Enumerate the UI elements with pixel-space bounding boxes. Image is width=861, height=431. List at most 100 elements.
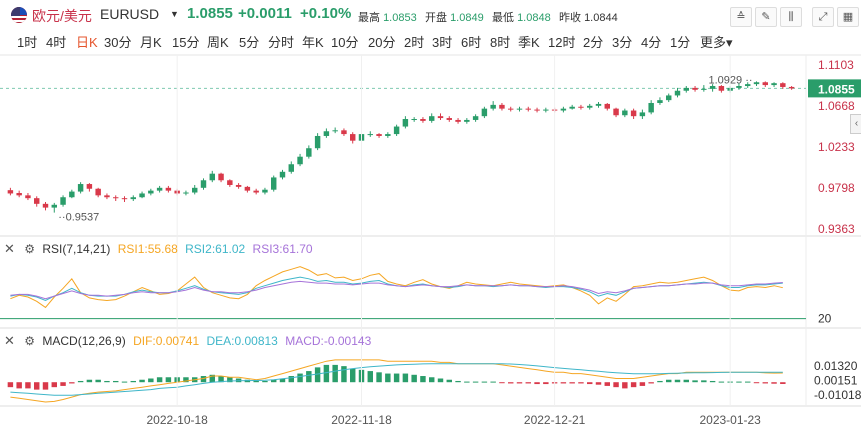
period-tab-4[interactable]: 月K <box>140 35 162 50</box>
period-tab-5[interactable]: 15分 <box>172 35 200 50</box>
candle-body <box>745 84 751 87</box>
symbol-code[interactable]: EURUSD <box>100 6 160 22</box>
rsi-title: RSI(7,14,21) <box>42 242 111 256</box>
candle-body <box>341 130 347 135</box>
candle-body <box>657 100 663 103</box>
candle-body <box>648 102 654 113</box>
period-tab-14[interactable]: 6时 <box>461 35 482 50</box>
period-tab-0[interactable]: 1时 <box>17 35 38 50</box>
expand-icon[interactable]: ⤢ <box>812 7 834 27</box>
candle-body <box>376 134 382 136</box>
macd-settings-icon[interactable]: ⚙ <box>24 334 36 348</box>
period-tab-9[interactable]: 年K <box>302 35 324 50</box>
period-tab-1[interactable]: 4时 <box>46 35 67 50</box>
candle-body <box>604 103 610 109</box>
rsi3-label: RSI3:61.70 <box>252 242 313 256</box>
candle-body <box>780 83 786 87</box>
macd-bar <box>104 380 110 383</box>
macd-bar <box>297 373 303 383</box>
macd-bar <box>332 364 338 383</box>
price-tick: 1.0233 <box>818 140 855 154</box>
candle-body <box>762 82 768 86</box>
candle-body <box>639 112 646 117</box>
macd-bar <box>543 382 549 385</box>
macd-bar <box>429 377 435 383</box>
candle-body <box>587 105 593 108</box>
dea-label: DEA:0.00813 <box>206 334 278 348</box>
time-tick: 2022-11-18 <box>331 413 392 427</box>
period-tab-8[interactable]: 分时 <box>268 35 295 50</box>
macd-bar <box>736 381 742 383</box>
macd-bar <box>481 381 488 383</box>
macd-bar <box>516 382 523 384</box>
macd_dea-line <box>10 363 783 396</box>
macd_dif-line <box>10 359 783 403</box>
candle-body <box>788 86 795 89</box>
period-tab-21[interactable]: 1分 <box>670 35 691 50</box>
period-tab-10[interactable]: 10分 <box>331 35 359 50</box>
macd-bar <box>60 382 66 386</box>
period-tab-17[interactable]: 12时 <box>548 35 576 50</box>
period-tab-2[interactable]: 日K <box>76 35 98 50</box>
candle-body <box>200 180 207 188</box>
period-tab-19[interactable]: 3分 <box>612 35 633 50</box>
macd-bar <box>271 379 277 383</box>
macd-bar <box>183 377 189 383</box>
candle-body <box>51 204 57 208</box>
period-tab-20[interactable]: 4分 <box>641 35 662 50</box>
candle-body <box>183 192 189 194</box>
rsi-settings-icon[interactable]: ⚙ <box>24 242 36 256</box>
dif-label: DIF:0.00741 <box>133 334 200 348</box>
draw-pen-icon[interactable]: ✎ <box>755 7 777 27</box>
symbol-name[interactable]: 欧元/美元 <box>32 8 92 24</box>
rsi-line-1 <box>10 266 783 309</box>
period-tab-15[interactable]: 8时 <box>490 35 511 50</box>
macd-bar <box>262 380 268 383</box>
rsi2-label: RSI2:61.02 <box>185 242 246 256</box>
grid-layout-icon[interactable]: ▦ <box>837 7 859 27</box>
macd-bar <box>639 382 646 386</box>
macd-close-icon[interactable]: ✕ <box>4 333 15 348</box>
period-tab-12[interactable]: 2时 <box>404 35 425 50</box>
period-tab-3[interactable]: 30分 <box>104 35 132 50</box>
price-change: +0.0011 <box>238 5 292 22</box>
macd-bar <box>200 376 207 383</box>
macd-value-label: MACD:-0.00143 <box>285 334 372 348</box>
macd-bar <box>569 382 575 384</box>
rsi-close-icon[interactable]: ✕ <box>4 241 15 256</box>
period-tab-18[interactable]: 2分 <box>583 35 604 50</box>
candle-body <box>508 108 514 110</box>
candle-body <box>683 87 689 91</box>
macd-bar <box>25 382 31 389</box>
low-stat: 最低 1.0848 <box>492 12 551 24</box>
candle-body <box>692 87 698 90</box>
period-tab-13[interactable]: 3时 <box>432 35 453 50</box>
macd-bar <box>648 382 654 384</box>
period-tab-7[interactable]: 5分 <box>239 35 260 50</box>
symbol-dropdown-icon[interactable]: ▼ <box>170 9 179 19</box>
macd-bar <box>701 380 707 383</box>
macd-bar <box>385 373 391 383</box>
macd-bar <box>771 382 777 384</box>
candle-body <box>666 95 672 101</box>
candle-body <box>165 187 172 191</box>
macd-bar <box>578 382 584 384</box>
macd-title: MACD(12,26,9) <box>42 334 126 348</box>
last-price: 1.0855 <box>187 5 233 22</box>
macd-bar <box>393 373 400 383</box>
candle-style-icon[interactable]: ⫼ <box>780 7 802 27</box>
collapse-panel-icon[interactable]: ‹ <box>850 114 861 134</box>
period-tab-6[interactable]: 周K <box>207 35 229 50</box>
period-tab-16[interactable]: 季K <box>518 35 540 50</box>
macd-tick: 0.00151 <box>814 373 858 387</box>
macd-bar <box>341 366 347 383</box>
macd-bar <box>560 382 567 384</box>
macd-tick: -0.01018 <box>814 388 861 402</box>
time-tick: 2022-10-18 <box>146 413 208 427</box>
period-tab-11[interactable]: 20分 <box>368 35 396 50</box>
period-tab-22[interactable]: 更多▾ <box>700 35 733 50</box>
candle-body <box>367 134 373 136</box>
chart-type-icon[interactable]: ≙ <box>730 7 752 27</box>
macd-bar <box>314 367 321 383</box>
